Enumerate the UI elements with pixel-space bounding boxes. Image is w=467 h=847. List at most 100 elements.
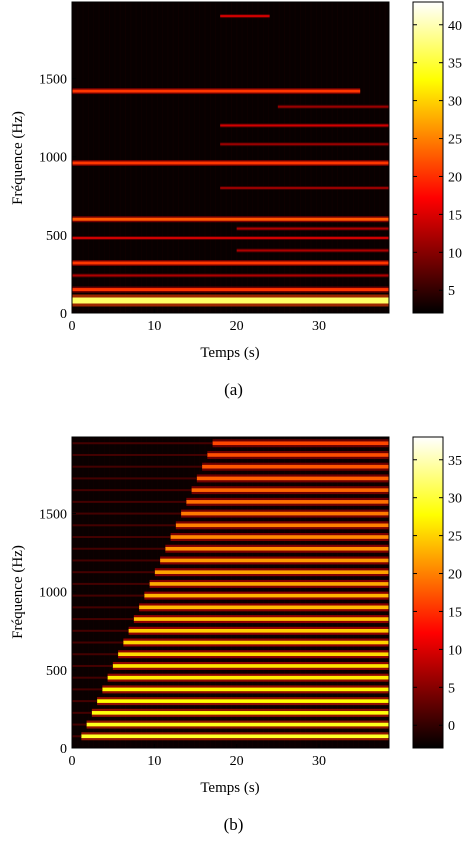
texture-column <box>135 2 137 313</box>
texture-column <box>193 2 195 313</box>
x-tick-label: 0 <box>69 319 76 334</box>
colorbar-tick-label: 35 <box>448 454 462 469</box>
texture-column <box>199 2 201 313</box>
harmonic-faint <box>72 536 171 539</box>
texture-column <box>125 437 126 748</box>
texture-column <box>204 2 206 313</box>
texture-column <box>358 2 360 313</box>
texture-column <box>363 2 365 313</box>
texture-column <box>299 2 301 313</box>
harmonic-faint <box>72 700 98 703</box>
harmonic-line <box>181 511 389 516</box>
texture-column <box>278 2 280 313</box>
spectral-band <box>72 217 389 221</box>
texture-column <box>103 437 105 748</box>
colorbar-tick-label: 10 <box>448 246 462 261</box>
texture-column <box>225 2 227 313</box>
harmonic-line <box>165 546 389 551</box>
y-tick-label: 500 <box>46 664 67 679</box>
texture-column <box>172 2 174 313</box>
texture-column <box>315 2 317 313</box>
texture-column <box>98 2 100 313</box>
harmonic-faint <box>72 477 197 480</box>
harmonic-line <box>149 582 389 586</box>
harmonic-line <box>154 570 389 574</box>
texture-column <box>305 2 307 313</box>
harmonic-faint <box>72 524 176 527</box>
colorbar-tick-label: 10 <box>448 643 462 658</box>
colorbar-tick-label: 5 <box>448 284 455 299</box>
colorbar-tick-label: 35 <box>448 57 462 72</box>
harmonic-line <box>102 687 389 692</box>
harmonic-faint <box>72 571 155 574</box>
colorbar-tick-label: 15 <box>448 605 462 620</box>
harmonic-line <box>97 699 389 703</box>
spectral-band <box>236 227 389 230</box>
texture-column <box>268 2 270 313</box>
texture-column <box>77 2 79 313</box>
spectral-band <box>220 15 270 18</box>
texture-column <box>294 2 296 313</box>
texture-column <box>215 2 217 313</box>
spectral-band <box>72 288 389 292</box>
texture-column <box>337 2 338 313</box>
texture-column <box>236 2 238 313</box>
texture-column <box>209 2 211 313</box>
harmonic-line <box>191 488 389 492</box>
texture-column <box>326 2 328 313</box>
harmonic-faint <box>72 618 134 621</box>
harmonic-line <box>81 734 389 739</box>
harmonic-line <box>128 628 389 633</box>
colorbar-b <box>412 436 444 749</box>
harmonic-line <box>123 640 389 645</box>
texture-column <box>140 2 142 313</box>
harmonic-faint <box>72 547 166 550</box>
colorbar-tick-label: 15 <box>448 208 462 223</box>
texture-column <box>77 437 79 748</box>
texture-column <box>87 2 89 313</box>
harmonic-faint <box>72 489 192 492</box>
texture-column <box>241 2 243 313</box>
colorbar-a <box>412 1 444 314</box>
texture-column <box>368 2 370 313</box>
caption-a: (a) <box>224 380 243 399</box>
heatmap-a <box>72 2 389 313</box>
texture-column <box>82 437 84 748</box>
spectral-band <box>72 161 389 165</box>
texture-column <box>331 2 333 313</box>
texture-column <box>374 2 376 313</box>
texture-column <box>146 2 148 313</box>
texture-column <box>273 2 275 313</box>
x-axis-label-b: Temps (s) <box>200 780 259 796</box>
harmonic-line <box>112 664 389 668</box>
texture-column <box>321 2 323 313</box>
harmonic-faint <box>72 500 187 503</box>
harmonic-faint <box>72 641 124 644</box>
y-tick-label: 0 <box>60 307 67 322</box>
colorbar-tick-label: 20 <box>448 170 462 185</box>
harmonic-faint <box>72 688 103 691</box>
harmonic-faint <box>72 653 119 656</box>
harmonic-faint <box>72 676 108 679</box>
texture-column <box>183 2 185 313</box>
harmonic-line <box>186 500 389 504</box>
texture-column <box>135 437 137 748</box>
harmonic-faint <box>72 735 82 738</box>
texture-column <box>178 2 179 313</box>
harmonic-line <box>196 476 389 481</box>
harmonic-faint <box>72 453 208 456</box>
plot-frame-a <box>71 1 390 314</box>
y-tick-label: 1000 <box>39 151 67 166</box>
colorbar-tick-label: 0 <box>448 719 455 734</box>
harmonic-line <box>133 617 389 621</box>
x-tick-label: 10 <box>147 319 161 334</box>
texture-column <box>93 437 95 748</box>
texture-column <box>167 2 169 313</box>
x-tick-label: 20 <box>230 319 244 334</box>
colorbar-tick-label: 20 <box>448 568 462 583</box>
harmonic-faint <box>72 512 182 515</box>
texture-column <box>257 2 259 313</box>
texture-column <box>103 2 105 313</box>
heatmap-b <box>72 437 389 748</box>
harmonic-faint <box>72 442 213 445</box>
